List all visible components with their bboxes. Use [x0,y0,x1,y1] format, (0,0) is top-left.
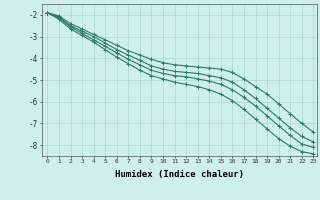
X-axis label: Humidex (Indice chaleur): Humidex (Indice chaleur) [115,170,244,179]
